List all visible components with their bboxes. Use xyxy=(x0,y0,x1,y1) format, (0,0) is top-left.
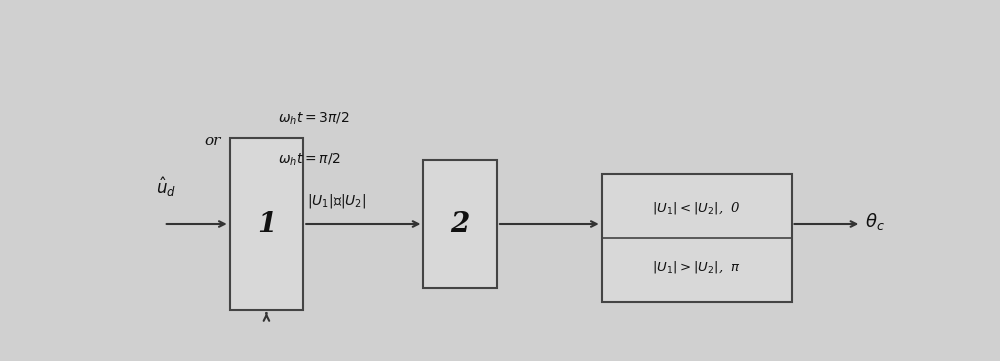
Text: $|U_1|>|U_2|$,  $\pi$: $|U_1|>|U_2|$, $\pi$ xyxy=(652,259,741,275)
Bar xyxy=(602,174,792,302)
Text: $|U_1|$、$|U_2|$: $|U_1|$、$|U_2|$ xyxy=(307,192,366,210)
Bar xyxy=(230,138,303,310)
Text: $\hat{u}_d$: $\hat{u}_d$ xyxy=(156,175,176,199)
Text: $\omega_h t=\pi/2$: $\omega_h t=\pi/2$ xyxy=(278,152,341,168)
Text: $\omega_h t=3\pi/2$: $\omega_h t=3\pi/2$ xyxy=(278,110,349,127)
Text: $\theta_c$: $\theta_c$ xyxy=(865,211,885,232)
Text: 2: 2 xyxy=(451,210,470,238)
Text: or: or xyxy=(204,134,220,148)
Bar xyxy=(423,160,497,288)
Text: $|U_1|<|U_2|$,  0: $|U_1|<|U_2|$, 0 xyxy=(652,200,741,217)
Text: 1: 1 xyxy=(257,210,276,238)
